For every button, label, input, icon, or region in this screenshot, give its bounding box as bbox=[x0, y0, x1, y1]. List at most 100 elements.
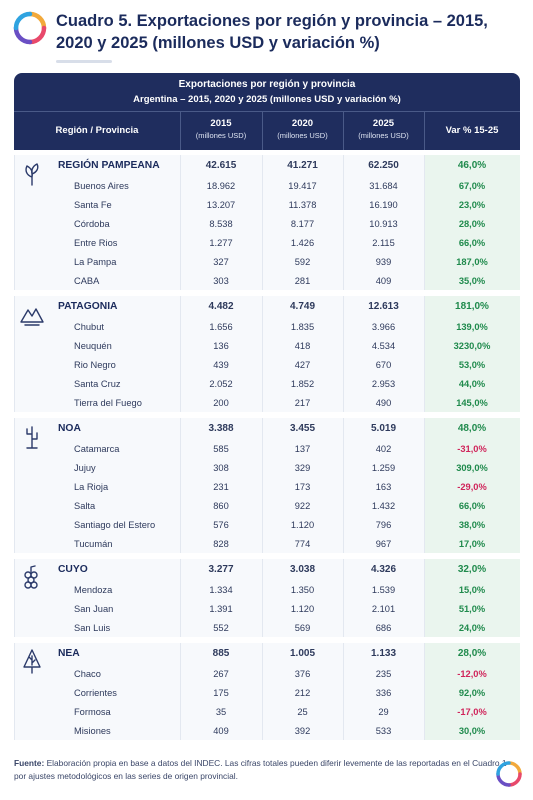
value: 490 bbox=[375, 397, 392, 408]
value: 8.177 bbox=[290, 218, 315, 229]
value: 181,0% bbox=[455, 301, 489, 312]
value: 92,0% bbox=[458, 687, 486, 698]
value: 308 bbox=[213, 462, 229, 473]
province-name: San Juan bbox=[74, 603, 114, 614]
value: 1.277 bbox=[209, 237, 233, 248]
value: 16.190 bbox=[369, 199, 398, 210]
region-name: CUYO bbox=[58, 564, 88, 575]
region-icon bbox=[18, 159, 46, 187]
column-unit: (millones USD) bbox=[195, 131, 247, 140]
value: 23,0% bbox=[458, 199, 486, 210]
footer-text: Elaboración propia en base a datos del I… bbox=[14, 758, 507, 781]
value: 163 bbox=[375, 481, 392, 492]
value: 329 bbox=[294, 462, 311, 473]
value: 3.038 bbox=[289, 564, 316, 575]
value: 1.120 bbox=[290, 603, 315, 614]
value: 13.207 bbox=[206, 199, 236, 210]
value: 1.539 bbox=[371, 584, 396, 595]
value: 231 bbox=[213, 481, 229, 492]
value: 885 bbox=[212, 648, 230, 659]
value: 66,0% bbox=[458, 500, 486, 511]
value: 670 bbox=[375, 359, 392, 370]
column-line bbox=[424, 559, 425, 637]
column-line bbox=[424, 296, 425, 412]
logo-small bbox=[496, 761, 522, 787]
value: 4.749 bbox=[289, 301, 316, 312]
value: 173 bbox=[294, 481, 311, 492]
column-header: Región / Provincia bbox=[55, 125, 139, 136]
value: 28,0% bbox=[458, 218, 486, 229]
value: 1.259 bbox=[371, 462, 396, 473]
column-line bbox=[262, 418, 263, 553]
icon bbox=[24, 565, 38, 589]
value: 18.962 bbox=[206, 180, 236, 191]
value: 137 bbox=[294, 443, 311, 454]
region-name: REGIÓN PAMPEANA bbox=[58, 160, 160, 171]
column-line bbox=[343, 155, 344, 290]
province-name: Salta bbox=[74, 500, 96, 511]
province-name: Chaco bbox=[74, 668, 101, 679]
value: 139,0% bbox=[456, 321, 488, 332]
value: 15,0% bbox=[458, 584, 486, 595]
column-line bbox=[424, 643, 425, 740]
value: 175 bbox=[213, 687, 229, 698]
var-column-shade bbox=[424, 559, 520, 637]
value: 4.326 bbox=[370, 564, 397, 575]
value: 267 bbox=[213, 668, 229, 679]
province-name: Entre Rios bbox=[74, 237, 118, 248]
table-title: Exportaciones por región y provincia bbox=[178, 79, 356, 90]
var-column-shade bbox=[424, 296, 520, 412]
column-line bbox=[262, 643, 263, 740]
value: 2.052 bbox=[209, 378, 233, 389]
value: 67,0% bbox=[458, 180, 486, 191]
value: 585 bbox=[213, 443, 229, 454]
region-icon bbox=[18, 647, 46, 675]
value: 17,0% bbox=[458, 538, 486, 549]
value: 2.115 bbox=[372, 237, 395, 248]
column-line bbox=[180, 296, 181, 412]
value: 409 bbox=[213, 725, 229, 736]
logo bbox=[13, 11, 47, 45]
column-line bbox=[180, 418, 181, 553]
column-divider bbox=[262, 112, 263, 150]
value: 1.391 bbox=[209, 603, 233, 614]
value: 12.613 bbox=[368, 301, 399, 312]
value: 303 bbox=[213, 275, 229, 286]
value: 53,0% bbox=[458, 359, 486, 370]
value: 212 bbox=[294, 687, 311, 698]
footer: Fuente: Elaboración propia en base a dat… bbox=[14, 757, 514, 783]
value: 200 bbox=[213, 397, 229, 408]
province-name: Buenos Aires bbox=[74, 180, 129, 191]
value: 5.019 bbox=[370, 423, 397, 434]
value: -31,0% bbox=[457, 443, 487, 454]
value: 1.656 bbox=[209, 321, 233, 332]
value: 533 bbox=[375, 725, 392, 736]
value: 8.538 bbox=[209, 218, 233, 229]
value: 3.966 bbox=[371, 321, 396, 332]
column-divider bbox=[343, 112, 344, 150]
value: 686 bbox=[375, 622, 392, 633]
value: 28,0% bbox=[457, 648, 487, 659]
province-name: Rio Negro bbox=[74, 359, 116, 370]
value: 1.005 bbox=[289, 648, 316, 659]
value: 1.852 bbox=[290, 378, 315, 389]
value: 35 bbox=[215, 706, 227, 717]
value: 217 bbox=[294, 397, 311, 408]
column-line bbox=[343, 418, 344, 553]
value: 1.120 bbox=[290, 519, 315, 530]
value: 11.378 bbox=[288, 199, 317, 210]
footer-label: Fuente: bbox=[14, 758, 45, 768]
value: 939 bbox=[375, 256, 392, 267]
value: 1.133 bbox=[370, 648, 397, 659]
region-name: NEA bbox=[58, 648, 80, 659]
province-name: La Rioja bbox=[74, 481, 109, 492]
column-line bbox=[424, 418, 425, 553]
value: 402 bbox=[375, 443, 392, 454]
value: 235 bbox=[375, 668, 392, 679]
value: 592 bbox=[294, 256, 311, 267]
column-unit: (millones USD) bbox=[358, 131, 409, 140]
value: 46,0% bbox=[457, 160, 487, 171]
title-accent bbox=[56, 60, 112, 63]
value: 796 bbox=[375, 519, 392, 530]
